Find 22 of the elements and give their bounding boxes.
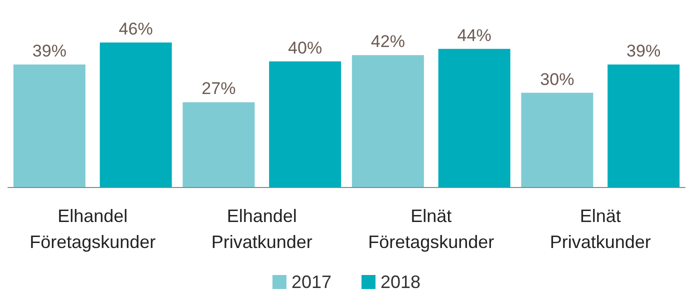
x-tick-label: Elhandel Privatkunder bbox=[211, 206, 312, 252]
data-label: 44% bbox=[457, 26, 492, 45]
data-label: 39% bbox=[32, 42, 66, 61]
bar bbox=[352, 55, 424, 187]
data-label: 27% bbox=[202, 79, 236, 98]
legend-label: 2017 bbox=[291, 272, 332, 292]
bar bbox=[182, 102, 255, 187]
legend-label: 2018 bbox=[380, 272, 421, 292]
bar bbox=[269, 61, 342, 187]
bar bbox=[521, 92, 594, 187]
data-label: 40% bbox=[288, 38, 322, 58]
data-label: 42% bbox=[370, 32, 405, 52]
bar bbox=[13, 64, 86, 187]
bar bbox=[608, 64, 680, 187]
data-label: 30% bbox=[540, 70, 574, 89]
x-tick-label: Elnät Privatkunder bbox=[550, 206, 651, 252]
bar bbox=[100, 42, 172, 187]
bar bbox=[438, 48, 510, 187]
x-tick-label: Elnät Företagskunder bbox=[368, 206, 494, 252]
x-tick-label: Elhandel Företagskunder bbox=[30, 206, 156, 252]
data-label: 39% bbox=[626, 42, 661, 61]
data-label: 46% bbox=[118, 20, 153, 39]
